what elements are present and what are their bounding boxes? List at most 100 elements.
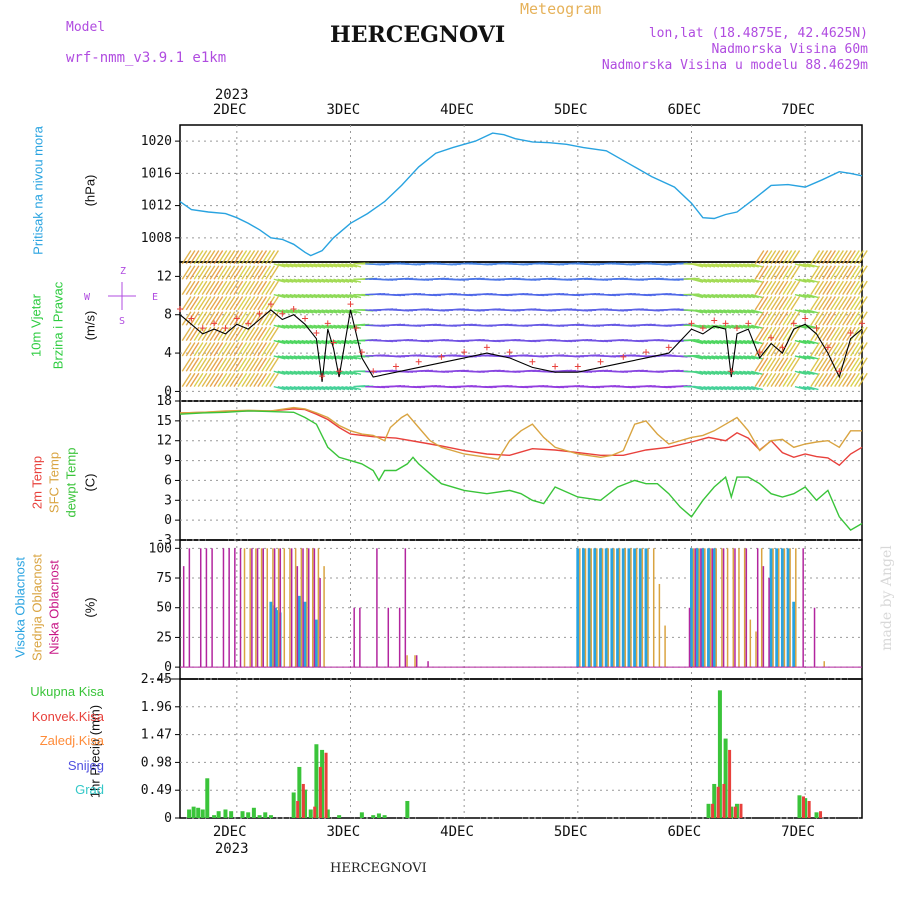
wind-barb bbox=[317, 385, 330, 391]
wind-marker bbox=[813, 325, 820, 332]
wind-barb bbox=[193, 342, 204, 357]
wind-barb bbox=[285, 293, 298, 299]
wind-barb bbox=[774, 280, 785, 295]
wind-barb bbox=[731, 278, 744, 283]
wind-barb bbox=[822, 372, 832, 387]
wind-barb bbox=[249, 280, 260, 295]
wind-barb bbox=[782, 326, 793, 341]
wind-barb bbox=[818, 311, 829, 326]
precip-bar-total bbox=[196, 807, 201, 818]
wind-barb bbox=[345, 370, 358, 375]
wind-barb bbox=[189, 296, 200, 311]
wind-barb bbox=[233, 296, 244, 311]
wind-barb bbox=[217, 372, 228, 387]
wind-barb bbox=[217, 342, 228, 357]
wind-barb bbox=[846, 296, 856, 311]
wind-barb bbox=[711, 278, 724, 283]
wind-barb bbox=[201, 357, 212, 372]
wind-marker bbox=[347, 301, 354, 308]
wind-barb bbox=[747, 324, 759, 329]
wind-barb bbox=[201, 326, 212, 341]
wind-marker bbox=[643, 349, 650, 356]
wind-barb bbox=[739, 370, 752, 375]
wind-barb bbox=[257, 311, 268, 326]
wind-marker bbox=[324, 320, 331, 327]
wind-barb bbox=[691, 385, 704, 391]
wind-barb bbox=[723, 293, 736, 299]
wind-barb bbox=[751, 309, 763, 314]
wind-barb bbox=[778, 372, 789, 388]
y-tick-label: 0 bbox=[164, 384, 172, 399]
wind-barb bbox=[201, 296, 212, 311]
wind-marker bbox=[245, 320, 252, 327]
wind-barb bbox=[806, 339, 819, 345]
wind-barb bbox=[265, 342, 276, 357]
wind-barb bbox=[770, 265, 781, 280]
wind-barb bbox=[193, 250, 204, 265]
wind-marker bbox=[824, 344, 831, 351]
wind-barb bbox=[786, 357, 797, 372]
wind-barb bbox=[758, 280, 769, 295]
wind-barb bbox=[818, 250, 829, 265]
y-tick-label: 1.47 bbox=[141, 728, 172, 743]
wind-barb bbox=[245, 357, 256, 372]
wind-barb bbox=[253, 357, 264, 372]
wind-barb bbox=[751, 324, 763, 329]
wind-barb bbox=[301, 263, 314, 268]
wind-barb bbox=[313, 263, 326, 268]
wind-barb bbox=[834, 296, 844, 311]
wind-barb bbox=[731, 355, 744, 360]
wind-barb bbox=[854, 342, 864, 357]
precip-legend-item: Ukupna Kisa bbox=[30, 684, 104, 699]
wind-barb bbox=[281, 309, 294, 314]
wind-barb bbox=[269, 280, 279, 295]
wind-barb bbox=[750, 293, 763, 299]
wind-barb bbox=[790, 357, 801, 372]
wind-marker bbox=[319, 373, 326, 380]
wind-barb bbox=[261, 311, 272, 326]
wind-barb bbox=[349, 293, 362, 299]
wind-barb bbox=[293, 370, 306, 375]
wind-barb bbox=[786, 311, 797, 326]
wind-barb bbox=[345, 263, 358, 268]
wind-barb bbox=[802, 309, 815, 314]
wind-marker bbox=[665, 344, 672, 351]
wind-barb bbox=[265, 250, 276, 265]
wind-barb bbox=[265, 280, 276, 295]
wind-barb bbox=[317, 263, 330, 268]
wind-barb bbox=[333, 309, 346, 314]
wind-barb bbox=[743, 385, 755, 391]
wind-barb bbox=[695, 263, 708, 268]
wind-barb bbox=[798, 339, 811, 345]
wind-barb bbox=[719, 324, 732, 329]
wind-barb bbox=[727, 293, 740, 299]
precip-bar-total bbox=[251, 807, 256, 818]
wind-barb bbox=[758, 372, 769, 388]
wind-barb bbox=[822, 311, 832, 326]
wind-barb bbox=[723, 385, 736, 391]
wind-barb bbox=[754, 296, 765, 311]
wind-barb bbox=[810, 250, 821, 265]
wind-barb bbox=[739, 293, 752, 299]
wind-barb bbox=[727, 339, 740, 345]
wind-barb bbox=[719, 263, 732, 268]
wind-barb bbox=[229, 372, 240, 388]
wind-barb bbox=[854, 357, 864, 372]
wind-barb bbox=[850, 250, 860, 265]
model-label: Model bbox=[66, 20, 106, 35]
precip-bar-total bbox=[803, 798, 808, 818]
wind-barb bbox=[321, 385, 334, 391]
wind-barb bbox=[786, 280, 797, 295]
date-tick-top: 2DEC bbox=[213, 102, 247, 118]
wind-barb bbox=[699, 324, 712, 329]
wind-barb bbox=[719, 309, 732, 314]
wind-marker bbox=[358, 349, 365, 356]
wind-barb bbox=[842, 250, 852, 265]
wind-barb bbox=[707, 309, 720, 314]
wind-barb bbox=[253, 326, 264, 341]
wind-barb bbox=[715, 293, 728, 299]
wind-barb bbox=[269, 326, 279, 341]
wind-barb bbox=[743, 355, 755, 360]
precip-bar-total bbox=[212, 815, 217, 818]
wind-barb bbox=[707, 339, 720, 345]
